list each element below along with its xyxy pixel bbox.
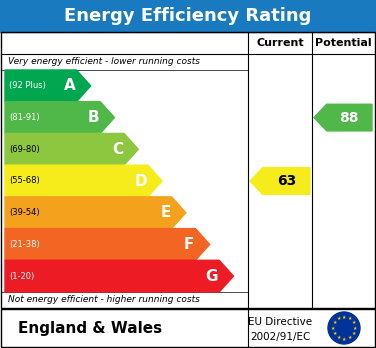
Text: Very energy efficient - lower running costs: Very energy efficient - lower running co… [8,57,200,66]
Text: (21-38): (21-38) [9,240,40,249]
Text: C: C [112,142,123,157]
Text: ★: ★ [351,320,356,325]
Text: 2002/91/EC: 2002/91/EC [250,332,310,342]
Text: Potential: Potential [315,38,371,48]
Text: ★: ★ [351,331,356,336]
Text: England & Wales: England & Wales [18,321,162,335]
Text: (69-80): (69-80) [9,145,40,154]
Bar [0,0,376,32]
Text: ★: ★ [342,337,346,341]
Text: ★: ★ [331,325,335,331]
Text: A: A [64,78,76,93]
Polygon shape [314,104,372,131]
Text: B: B [88,110,99,125]
Polygon shape [5,197,186,229]
Text: Energy Efficiency Rating: Energy Efficiency Rating [64,7,312,25]
Text: ★: ★ [347,316,352,321]
Text: 63: 63 [277,174,296,188]
Text: ★: ★ [332,331,337,336]
Circle shape [328,312,360,344]
Polygon shape [5,165,162,197]
Text: ★: ★ [336,316,341,321]
Text: ★: ★ [353,325,357,331]
Text: Current: Current [256,38,304,48]
Bar [1,309,375,347]
Polygon shape [5,102,114,133]
Text: (92 Plus): (92 Plus) [9,81,46,90]
Polygon shape [5,70,91,102]
Text: (81-91): (81-91) [9,113,39,122]
Text: D: D [134,174,147,189]
Polygon shape [5,229,210,260]
Text: E: E [160,205,171,220]
Bar [1,32,375,308]
Text: Not energy efficient - higher running costs: Not energy efficient - higher running co… [8,295,200,304]
Text: (39-54): (39-54) [9,208,39,217]
Text: (1-20): (1-20) [9,272,34,280]
Text: G: G [206,269,218,284]
Text: F: F [184,237,194,252]
Text: (55-68): (55-68) [9,176,40,185]
Text: ★: ★ [342,315,346,319]
Text: ★: ★ [347,335,352,340]
Text: ★: ★ [332,320,337,325]
Text: 88: 88 [340,111,359,125]
Polygon shape [5,133,138,165]
Text: ★: ★ [336,335,341,340]
Text: EU Directive: EU Directive [248,317,312,327]
Polygon shape [5,260,233,292]
Bar [0,308,376,348]
Polygon shape [250,168,310,194]
